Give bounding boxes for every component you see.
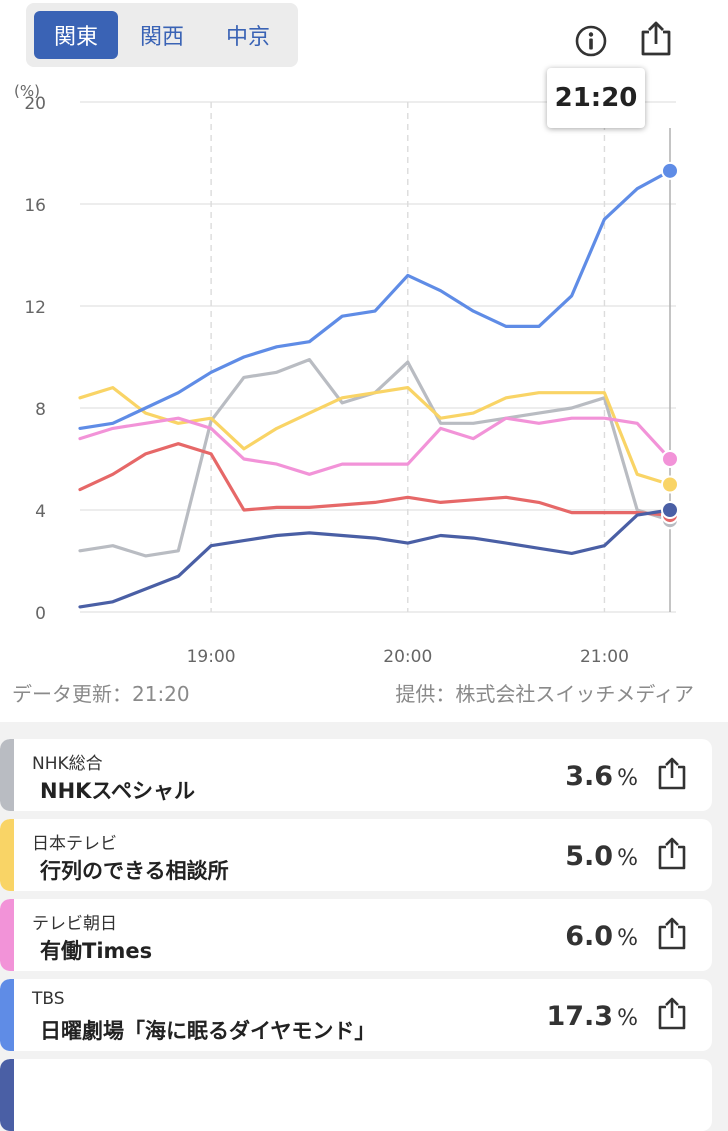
share-icon[interactable] — [656, 995, 688, 1033]
y-axis-label: (%) — [14, 82, 40, 100]
y-tick-label: 0 — [35, 604, 46, 624]
channel-color-bar — [0, 979, 14, 1051]
update-time: データ更新：21:20 — [12, 682, 190, 706]
y-tick-label: 4 — [35, 502, 46, 522]
y-tick-label: 8 — [35, 400, 46, 420]
channel-color-bar — [0, 819, 14, 891]
share-icon[interactable] — [656, 915, 688, 953]
channel-color-bar — [0, 1059, 14, 1131]
series-end-marker — [661, 161, 679, 180]
program-title: NHKスペシャル — [40, 779, 195, 803]
data-provider: 提供：株式会社スイッチメディア — [395, 682, 694, 706]
channel-name: NHK総合 — [32, 754, 103, 774]
channel-name: TBS — [32, 989, 65, 1009]
program-title: 日曜劇場「海に眠るダイヤモンド」 — [40, 1019, 376, 1043]
tab-kansai[interactable]: 関西 — [139, 25, 184, 50]
program-card[interactable]: TBS 日曜劇場「海に眠るダイヤモンド」 17.3% — [0, 979, 712, 1051]
ratings-line-chart[interactable]: 0 4 8 12 16 20(%) 19:00 20:00 21:00 — [0, 70, 728, 670]
tab-kanto[interactable]: 関東 — [34, 11, 118, 59]
series-line — [78, 442, 672, 517]
series-line — [78, 386, 672, 487]
info-icon[interactable] — [574, 24, 608, 58]
x-tick-label: 21:00 — [580, 647, 629, 667]
y-tick-label: 12 — [24, 298, 46, 318]
series-line — [78, 358, 672, 558]
share-icon[interactable] — [656, 755, 688, 793]
share-icon[interactable] — [656, 835, 688, 873]
channel-name: 日本テレビ — [32, 834, 117, 854]
series-end-marker — [661, 501, 679, 519]
x-tick-label: 19:00 — [187, 647, 236, 667]
series-end-marker — [661, 475, 679, 494]
time-tooltip: 21:20 — [547, 68, 645, 128]
program-title: 有働Times — [40, 939, 153, 963]
series-end-marker — [661, 450, 679, 468]
share-icon[interactable] — [638, 20, 674, 58]
channel-color-bar — [0, 739, 14, 811]
region-tabs: 関東 関西 中京 — [26, 3, 298, 67]
program-title: 行列のできる相談所 — [40, 859, 229, 883]
program-card[interactable]: 日本テレビ 行列のできる相談所 5.0% — [0, 819, 712, 891]
y-tick-label: 20 — [24, 94, 46, 114]
program-card[interactable] — [0, 1059, 712, 1131]
x-tick-label: 20:00 — [383, 647, 432, 667]
tab-chukyo[interactable]: 中京 — [225, 25, 270, 50]
series-line — [78, 169, 672, 430]
rating-value: 6.0% — [565, 921, 638, 952]
rating-value: 3.6% — [565, 761, 638, 792]
chart-panel: 関東 関西 中京 0 4 8 12 16 20 (%) 19:00 20:00 21:00 21:… — [0, 0, 728, 722]
rating-value: 5.0% — [565, 841, 638, 872]
series-line — [78, 508, 672, 609]
program-card[interactable]: テレビ朝日 有働Times 6.0% — [0, 899, 712, 971]
series-line — [78, 416, 672, 476]
y-tick-label: 16 — [24, 196, 46, 216]
channel-name: テレビ朝日 — [32, 914, 117, 934]
channel-color-bar — [0, 899, 14, 971]
program-card[interactable]: NHK総合 NHKスペシャル 3.6% — [0, 739, 712, 811]
rating-value: 17.3% — [546, 1001, 638, 1032]
